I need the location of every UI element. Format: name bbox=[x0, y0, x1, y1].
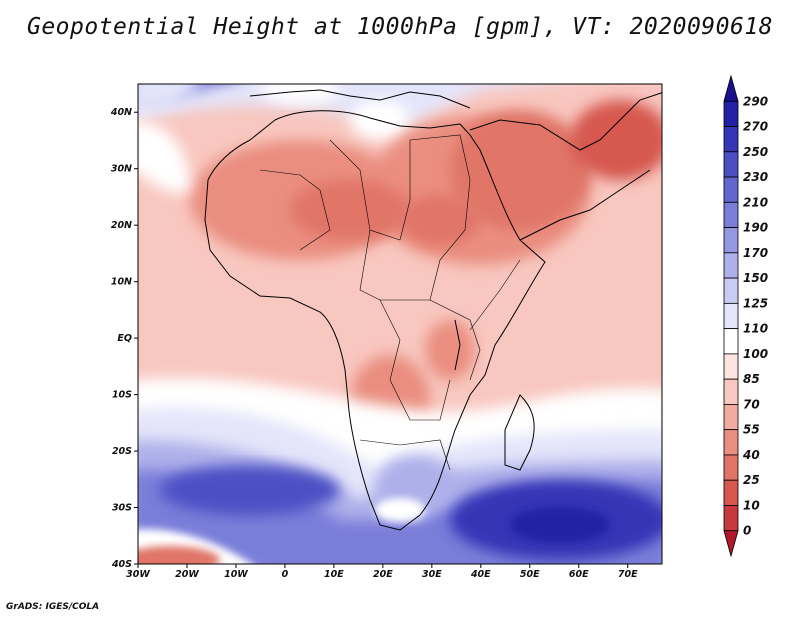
y-tick-label: 40S bbox=[111, 559, 132, 570]
colorbar-label: 0 bbox=[743, 524, 751, 538]
x-tick-label: 20E bbox=[373, 569, 393, 580]
colorbar-swatch bbox=[723, 454, 739, 481]
colorbar-swatch bbox=[723, 151, 739, 178]
x-tick-label: 20W bbox=[175, 569, 199, 580]
colorbar-label: 110 bbox=[743, 322, 768, 336]
y-tick-label: 10S bbox=[112, 390, 132, 401]
colorbar-label: 100 bbox=[743, 347, 768, 361]
y-tick-label: 40N bbox=[110, 107, 132, 118]
colorbar-label: 85 bbox=[743, 372, 760, 386]
y-tick-label: 20S bbox=[112, 446, 132, 457]
colorbar-label: 10 bbox=[743, 498, 760, 512]
colorbar-label: 190 bbox=[743, 221, 768, 235]
x-tick-label: 10E bbox=[324, 569, 344, 580]
plot-frame bbox=[137, 83, 663, 565]
colorbar-arrow-top bbox=[723, 74, 739, 102]
x-tick-label: 30W bbox=[126, 569, 150, 580]
x-tick-label: 30E bbox=[422, 569, 442, 580]
x-tick-label: 10W bbox=[224, 569, 248, 580]
colorbar-swatch bbox=[723, 201, 739, 228]
x-tick-label: 40E bbox=[470, 569, 491, 580]
colorbar-label: 290 bbox=[743, 94, 768, 108]
height-field bbox=[138, 84, 662, 564]
colorbar-label: 55 bbox=[743, 423, 760, 437]
colorbar-swatch bbox=[723, 252, 739, 279]
footer-credit: GrADS: IGES/COLA bbox=[6, 602, 100, 612]
colorbar-label: 125 bbox=[743, 296, 768, 310]
x-tick-label: 0 bbox=[282, 569, 289, 580]
colorbar-label: 250 bbox=[743, 145, 768, 159]
colorbar-swatch bbox=[723, 479, 739, 506]
x-tick-label: 60E bbox=[569, 569, 589, 580]
colorbar-label: 25 bbox=[743, 473, 760, 487]
y-tick-label: 30S bbox=[112, 503, 132, 514]
colorbar-swatch bbox=[723, 227, 739, 254]
colorbar-swatch bbox=[723, 126, 739, 153]
colorbar-swatch bbox=[723, 100, 739, 127]
y-tick-label: 30N bbox=[111, 164, 132, 175]
colorbar-swatch bbox=[723, 505, 739, 532]
colorbar-swatch bbox=[723, 277, 739, 304]
colorbar-label: 230 bbox=[743, 170, 768, 184]
colorbar-label: 150 bbox=[743, 271, 768, 285]
y-tick-label: EQ bbox=[117, 333, 132, 344]
colorbar-swatch bbox=[723, 429, 739, 456]
colorbar-label: 210 bbox=[743, 195, 768, 209]
y-tick-label: 10N bbox=[111, 277, 132, 288]
x-tick-label: 70E bbox=[618, 569, 638, 580]
colorbar-label: 270 bbox=[743, 120, 768, 134]
colorbar-swatch bbox=[723, 302, 739, 330]
colorbar-arrow-bottom bbox=[723, 530, 739, 558]
colorbar-swatch bbox=[723, 404, 739, 431]
colorbar: 0 10 25 40 55 70 85 100 110 125 150 170 190 210 230 250… bbox=[723, 74, 768, 558]
colorbar-swatch bbox=[723, 353, 739, 380]
x-tick-label: 50E bbox=[520, 569, 540, 580]
colorbar-swatch bbox=[723, 328, 739, 355]
colorbar-label: 170 bbox=[743, 246, 768, 260]
colorbar-label: 70 bbox=[743, 397, 760, 411]
colorbar-label: 40 bbox=[742, 448, 760, 462]
axes: 30W 20W 10W 0 10E 20E 30E 40E 50E 60E 70E 40S 30S 20S… bbox=[110, 107, 638, 580]
y-tick-label: 20N bbox=[111, 220, 132, 231]
colorbar-swatch bbox=[723, 176, 739, 203]
colorbar-swatch bbox=[723, 378, 739, 405]
chart-title: Geopotential Height at 1000hPa [gpm], VT… bbox=[26, 14, 774, 40]
